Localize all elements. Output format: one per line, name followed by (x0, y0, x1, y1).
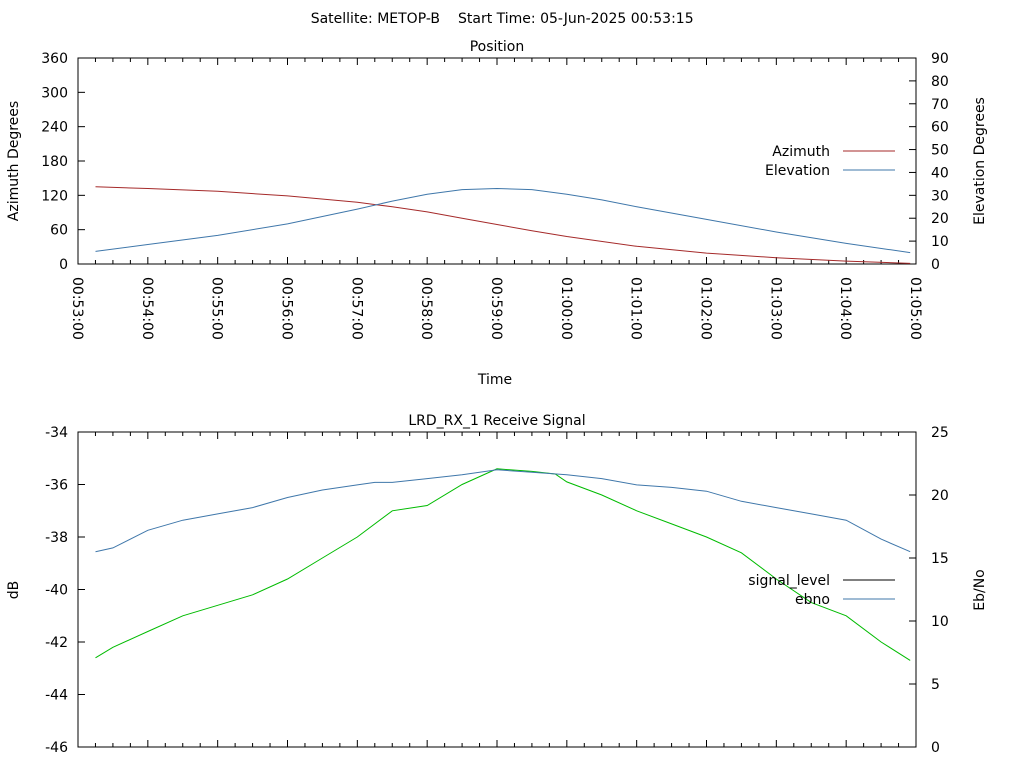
receive-y-axis-label: dB (6, 581, 22, 600)
start-time-label: Start Time: 05-Jun-2025 00:53:15 (458, 11, 694, 27)
y-tick-label: 240 (41, 120, 68, 136)
y-tick-label: -46 (45, 740, 68, 756)
x-tick-label: 00:53:00 (69, 277, 85, 340)
x-tick-label: 00:58:00 (418, 277, 434, 340)
y2-tick-label: 30 (931, 188, 949, 204)
y2-tick-label: 10 (931, 614, 949, 630)
y2-tick-label: 80 (931, 74, 949, 90)
position-x-axis-label: Time (477, 372, 512, 388)
x-tick-label: 00:57:00 (348, 277, 364, 340)
position-y2-axis-label: Elevation Degrees (972, 97, 988, 225)
y2-tick-label: 50 (931, 143, 949, 159)
position-plot-frame (77, 57, 917, 265)
x-tick-label: 01:03:00 (767, 277, 783, 340)
x-tick-label: 01:00:00 (558, 277, 574, 340)
x-tick-label: 00:59:00 (488, 277, 504, 340)
x-tick-label: 01:05:00 (907, 277, 923, 340)
y2-tick-label: 10 (931, 234, 949, 250)
y2-tick-label: 40 (931, 165, 949, 181)
receive-signal-chart: LRD_RX_1 Receive Signal dB Eb/No -46 -44 -… (6, 413, 988, 756)
position-chart: Position Azimuth Degrees Elevation Degre… (6, 39, 988, 388)
y2-tick-label: 0 (931, 257, 940, 273)
position-chart-title: Position (470, 39, 525, 55)
y2-tick-label: 5 (931, 677, 940, 693)
legend-label: Azimuth (772, 144, 830, 160)
series-line-ebno (95, 469, 911, 553)
y2-tick-label: 60 (931, 120, 949, 136)
y-tick-label: 180 (41, 154, 68, 170)
y-tick-label: -42 (45, 635, 68, 651)
y-tick-label: -44 (45, 688, 68, 704)
y2-tick-label: 20 (931, 211, 949, 227)
x-tick-label: 01:02:00 (698, 277, 714, 340)
y2-tick-label: 0 (931, 740, 940, 756)
y2-tick-label: 15 (931, 551, 949, 567)
series-line-azimuth (95, 186, 911, 264)
legend-label: signal_level (748, 573, 830, 589)
y2-tick-label: 70 (931, 97, 949, 113)
series-line-elevation (95, 187, 911, 254)
x-tick-label: 00:55:00 (209, 277, 225, 340)
receive-y2-axis-label: Eb/No (972, 569, 988, 611)
y-tick-label: 60 (50, 223, 68, 239)
y-tick-label: 300 (41, 85, 68, 101)
y2-tick-label: 90 (931, 51, 949, 67)
legend-label: ebno (795, 592, 830, 608)
y-tick-label: -34 (45, 425, 68, 441)
receive-plot-frame (77, 431, 917, 748)
y2-tick-label: 20 (931, 488, 949, 504)
receive-signal-chart-title: LRD_RX_1 Receive Signal (408, 413, 585, 429)
x-tick-label: 00:56:00 (279, 277, 295, 340)
y2-tick-label: 25 (931, 425, 949, 441)
x-tick-label: 01:01:00 (628, 277, 644, 340)
satellite-label: Satellite: METOP-B (311, 11, 440, 27)
y-tick-label: -36 (45, 478, 68, 494)
y-tick-label: 360 (41, 51, 68, 67)
position-y-axis-label: Azimuth Degrees (6, 101, 22, 221)
x-tick-label: 00:54:00 (139, 277, 155, 340)
y-tick-label: -38 (45, 530, 68, 546)
y-tick-label: 0 (59, 257, 68, 273)
y-tick-label: -40 (45, 583, 68, 599)
legend-label: Elevation (765, 163, 830, 179)
series-line-signal-level (95, 468, 911, 661)
x-tick-label: 01:04:00 (837, 277, 853, 340)
y-tick-label: 120 (41, 188, 68, 204)
